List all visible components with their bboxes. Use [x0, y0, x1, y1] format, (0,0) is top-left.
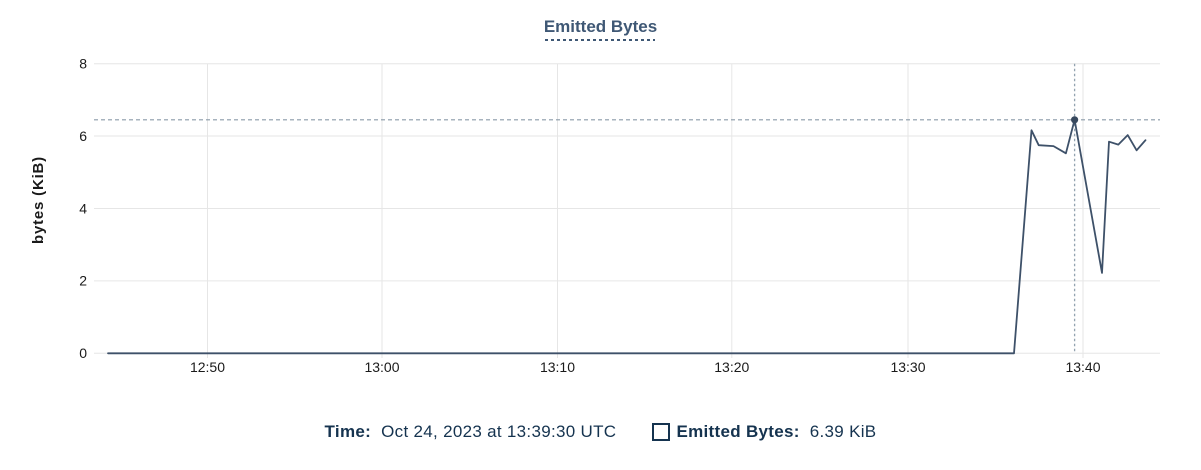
svg-text:12:50: 12:50 — [190, 359, 225, 375]
svg-text:8: 8 — [79, 56, 87, 72]
svg-text:13:20: 13:20 — [714, 359, 749, 375]
svg-text:6: 6 — [79, 128, 87, 144]
svg-text:4: 4 — [79, 200, 87, 216]
svg-text:13:40: 13:40 — [1065, 359, 1100, 375]
svg-text:13:30: 13:30 — [890, 359, 925, 375]
svg-text:2: 2 — [79, 273, 87, 289]
svg-text:0: 0 — [79, 345, 87, 361]
svg-text:13:10: 13:10 — [540, 359, 575, 375]
svg-text:13:00: 13:00 — [364, 359, 399, 375]
